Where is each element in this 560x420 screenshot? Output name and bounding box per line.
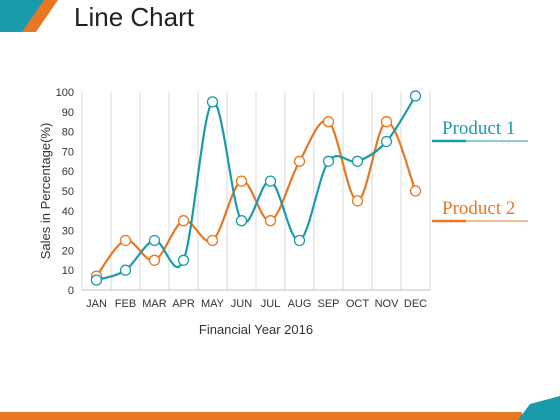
- product-1-point: [148, 234, 161, 247]
- bottom-right-teal-corner: [524, 396, 560, 412]
- product-2-point: [148, 254, 161, 266]
- top-left-teal-bar: [0, 0, 46, 32]
- product-1-point: [177, 254, 190, 266]
- bottom-right-teal-bar: [518, 412, 560, 420]
- product-2-point: [177, 215, 190, 227]
- x-tick-label: SEP: [317, 298, 339, 310]
- y-tick-label: 70: [62, 146, 74, 158]
- x-axis-label: Financial Year 2016: [199, 322, 313, 337]
- product-2-point: [119, 234, 132, 247]
- y-tick-label: 0: [68, 285, 74, 297]
- y-tick-label: 100: [56, 87, 74, 99]
- x-tick-label: OCT: [346, 298, 370, 310]
- x-tick-label: FEB: [115, 298, 136, 310]
- chart-series: [90, 90, 422, 286]
- x-tick-label: NOV: [375, 298, 400, 310]
- y-axis-ticks: 0 10 20 30 40 50 60 70 80 90 100: [56, 87, 74, 297]
- product-1-point: [409, 90, 422, 102]
- x-tick-label: MAY: [201, 298, 225, 310]
- product-1-point: [322, 155, 335, 167]
- y-tick-label: 40: [62, 206, 74, 218]
- y-tick-label: 10: [62, 265, 74, 277]
- product-1-point: [293, 234, 306, 247]
- y-tick-label: 60: [62, 166, 74, 178]
- x-tick-label: MAR: [142, 298, 167, 310]
- y-tick-label: 20: [62, 245, 74, 257]
- product-2-point: [206, 234, 219, 247]
- x-tick-label: JUL: [261, 298, 281, 310]
- slide-title: Line Chart: [74, 2, 194, 32]
- y-tick-label: 30: [62, 226, 74, 238]
- product-1-point: [119, 264, 132, 276]
- legend-label-product-2: Product 2: [442, 198, 515, 219]
- product-2-point: [351, 195, 364, 207]
- x-tick-label: DEC: [404, 298, 427, 310]
- top-left-orange-bar: [22, 0, 58, 32]
- bottom-orange-bar: [0, 412, 522, 420]
- product-2-point: [264, 215, 277, 227]
- product-2-point: [409, 185, 422, 197]
- x-tick-label: JAN: [86, 298, 107, 310]
- x-tick-label: APR: [172, 298, 195, 310]
- product-1-point: [90, 274, 103, 286]
- product-1-point: [235, 215, 248, 227]
- y-tick-label: 90: [62, 107, 74, 119]
- x-axis-ticks: JAN FEB MAR APR MAY JUN JUL AUG SEP OCT NOV DEC: [86, 298, 427, 310]
- y-axis-label: Sales in Percentage(%): [38, 123, 53, 260]
- y-tick-label: 50: [62, 186, 74, 198]
- product-2-point: [380, 116, 393, 128]
- chart-legend: Product 1 Product 2: [432, 118, 528, 223]
- x-tick-label: AUG: [288, 298, 312, 310]
- product-1-point: [380, 135, 393, 148]
- product-2-point: [235, 175, 248, 187]
- product-1-point: [264, 175, 277, 187]
- product-1-point: [351, 155, 364, 167]
- product-2-point: [293, 155, 306, 167]
- legend-label-product-1: Product 1: [442, 118, 515, 139]
- x-tick-label: JUN: [231, 298, 252, 310]
- y-tick-label: 80: [62, 127, 74, 139]
- product-1-point: [206, 96, 219, 108]
- product-2-point: [322, 116, 335, 128]
